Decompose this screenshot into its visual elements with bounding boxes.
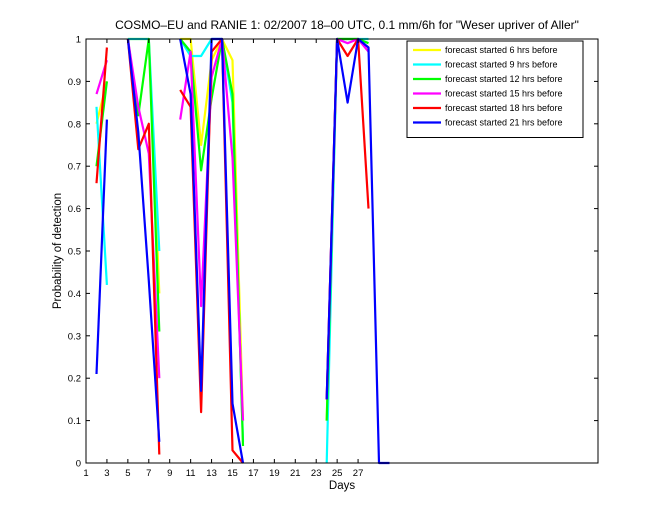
legend-label: forecast started 15 hrs before bbox=[445, 89, 563, 99]
y-tick-label: 0.8 bbox=[68, 119, 81, 130]
y-tick-label: 0.3 bbox=[68, 331, 81, 342]
x-tick-label: 23 bbox=[311, 468, 322, 479]
chart-title: COSMO–EU and RANIE 1: 02/2007 18–00 UTC,… bbox=[115, 18, 579, 32]
x-tick-label: 17 bbox=[248, 468, 259, 479]
series-6-line-segment-4 bbox=[325, 37, 390, 465]
legend-label: forecast started 21 hrs before bbox=[445, 118, 563, 128]
y-tick-label: 0.4 bbox=[68, 289, 81, 300]
x-tick-label: 9 bbox=[167, 468, 172, 479]
x-tick-label: 5 bbox=[125, 468, 130, 479]
y-tick-label: 0.1 bbox=[68, 416, 81, 427]
x-tick-label: 11 bbox=[186, 468, 196, 479]
y-axis-label: Probability of detection bbox=[52, 193, 64, 309]
x-tick-label: 19 bbox=[269, 468, 280, 479]
legend: forecast started 6 hrs before forecast st… bbox=[406, 40, 584, 138]
legend-item: forecast started 12 hrs before bbox=[413, 74, 563, 84]
x-axis-label: Days bbox=[329, 480, 355, 492]
legend-label: forecast started 12 hrs before bbox=[445, 74, 563, 84]
series-5-line-segment-2 bbox=[126, 38, 161, 455]
ticks-layer: 1 3 5 7 9 11 13 15 17 19 21 23 25 2700.10.20.30.40.50… bbox=[68, 35, 598, 479]
x-tick-label: 13 bbox=[206, 468, 217, 479]
legend-item: forecast started 18 hrs before bbox=[413, 103, 563, 113]
y-tick-label: 0.9 bbox=[68, 77, 81, 88]
x-tick-label: 7 bbox=[146, 468, 151, 479]
legend-item: forecast started 21 hrs before bbox=[413, 118, 563, 128]
x-tick-label: 21 bbox=[290, 468, 301, 479]
y-tick-label: 0 bbox=[76, 459, 81, 470]
y-tick-label: 0.6 bbox=[68, 204, 81, 215]
legend-item: forecast started 15 hrs before bbox=[413, 89, 563, 99]
series-layer bbox=[95, 37, 390, 465]
series-6-line-segment-2 bbox=[126, 38, 161, 442]
legend-label: forecast started 6 hrs before bbox=[445, 45, 558, 55]
series-6-line-segment-1 bbox=[95, 119, 108, 375]
legend-item: forecast started 6 hrs before bbox=[413, 45, 558, 55]
series-5-line-segment-1 bbox=[95, 47, 108, 184]
x-tick-label: 27 bbox=[353, 468, 364, 479]
x-tick-label: 25 bbox=[332, 468, 343, 479]
legend-label: forecast started 18 hrs before bbox=[445, 103, 563, 113]
x-tick-label: 1 bbox=[83, 468, 88, 479]
y-tick-label: 0.7 bbox=[68, 162, 81, 173]
series-2-line-segment-1 bbox=[95, 106, 108, 285]
y-tick-label: 0.5 bbox=[68, 247, 81, 258]
y-tick-label: 1 bbox=[76, 35, 81, 46]
y-tick-label: 0.2 bbox=[68, 374, 81, 385]
x-tick-label: 15 bbox=[227, 468, 238, 479]
legend-item: forecast started 9 hrs before bbox=[413, 60, 558, 70]
x-tick-label: 3 bbox=[104, 468, 109, 479]
legend-label: forecast started 9 hrs before bbox=[445, 60, 558, 70]
